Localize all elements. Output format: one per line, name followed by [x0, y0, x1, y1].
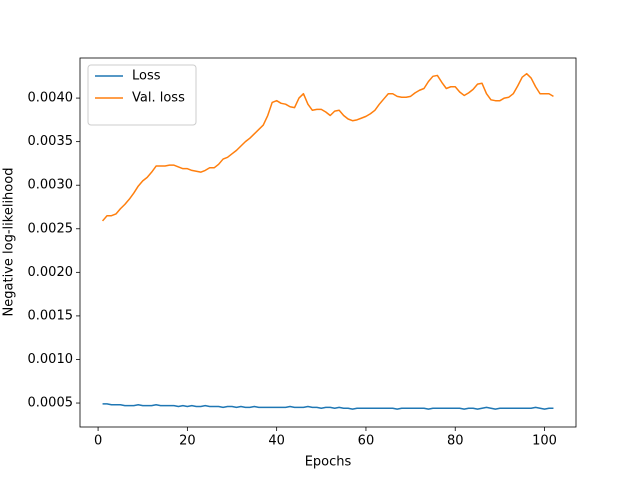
y-axis-label: Negative log-likelihood	[2, 168, 17, 317]
x-tick-label: 40	[268, 434, 285, 449]
x-tick-label: 20	[179, 434, 196, 449]
legend-box	[87, 64, 197, 126]
legend-label: Val. loss	[132, 91, 185, 106]
x-axis-label: Epochs	[305, 455, 352, 470]
y-tick-label: 0.0040	[28, 91, 74, 106]
y-tick-label: 0.0015	[28, 308, 74, 323]
y-tick-label: 0.0030	[28, 178, 74, 193]
line-series	[102, 403, 554, 410]
axes-frame	[79, 57, 577, 428]
x-tick-label: 60	[358, 434, 375, 449]
x-tick-label: 100	[532, 434, 557, 449]
y-tick-label: 0.0020	[28, 265, 74, 280]
legend: Loss Val. loss	[87, 64, 197, 126]
y-tick-label: 0.0010	[28, 352, 74, 367]
line-series	[101, 72, 554, 222]
x-tick-label: 0	[94, 434, 102, 449]
y-tick-label: 0.0005	[28, 396, 74, 411]
y-tick-label: 0.0035	[28, 134, 74, 149]
legend-label: Loss	[132, 69, 161, 84]
y-tick-label: 0.0025	[28, 221, 74, 236]
x-tick-label: 80	[447, 434, 464, 449]
